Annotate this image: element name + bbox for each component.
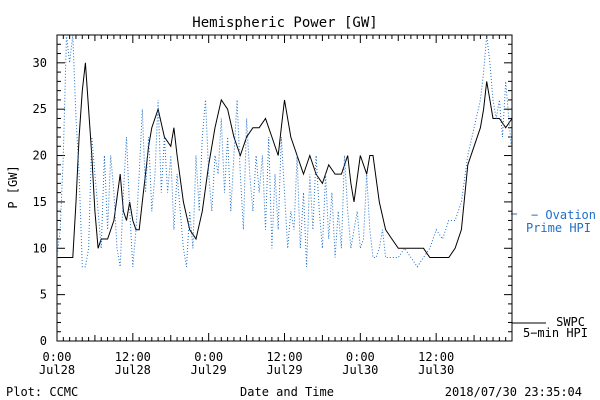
- x-tick-date-label: Jul30: [418, 363, 454, 377]
- y-tick-label: 5: [40, 288, 47, 302]
- x-tick-date-label: Jul29: [266, 363, 302, 377]
- y-tick-label: 0: [40, 334, 47, 348]
- x-tick-date-label: Jul30: [342, 363, 378, 377]
- x-tick-date-label: Jul28: [39, 363, 75, 377]
- y-tick-label: 15: [33, 195, 47, 209]
- y-tick-label: 20: [33, 149, 47, 163]
- legend-ovation-line2: Prime HPI: [526, 221, 591, 235]
- y-axis-label: P [GW]: [6, 165, 20, 208]
- x-tick-date-label: Jul28: [115, 363, 151, 377]
- series-line-swpc: [57, 62, 512, 258]
- x-axis-label: Date and Time: [240, 385, 334, 399]
- series-line-ovation: [57, 35, 512, 268]
- axes-group: 0510152025300:00Jul2812:00Jul280:00Jul29…: [33, 34, 513, 377]
- x-tick-date-label: Jul29: [191, 363, 227, 377]
- x-tick-time-label: 12:00: [266, 350, 302, 364]
- plot-credit: Plot: CCMC: [6, 385, 78, 399]
- y-tick-label: 10: [33, 241, 47, 255]
- chart-title: Hemispheric Power [GW]: [192, 15, 377, 31]
- x-tick-time-label: 0:00: [346, 350, 375, 364]
- legend-swpc-line1: SWPC: [556, 315, 585, 329]
- x-tick-time-label: 0:00: [194, 350, 223, 364]
- y-tick-label: 25: [33, 102, 47, 116]
- legend-swpc-line2: 5−min HPI: [523, 326, 588, 340]
- y-tick-label: 30: [33, 56, 47, 70]
- x-tick-time-label: 12:00: [418, 350, 454, 364]
- legend-ovation-line1: − Ovation: [531, 208, 596, 222]
- x-tick-time-label: 0:00: [43, 350, 72, 364]
- plot-timestamp: 2018/07/30 23:35:04: [445, 385, 582, 399]
- plot-area: [57, 35, 512, 268]
- x-tick-time-label: 12:00: [115, 350, 151, 364]
- plot-frame: [56, 34, 513, 342]
